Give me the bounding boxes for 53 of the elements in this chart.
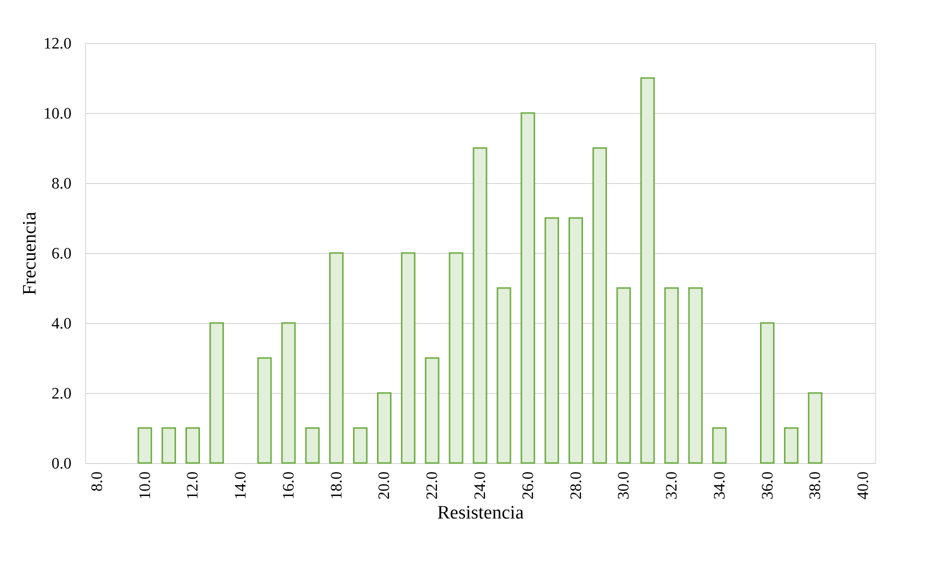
x-tick-label: 14.0	[232, 472, 250, 500]
bar	[568, 217, 584, 464]
bar	[472, 147, 488, 464]
x-tick-label: 32.0	[664, 472, 681, 500]
y-tick-label: 0.0	[52, 456, 72, 472]
bar	[209, 322, 224, 464]
bar	[784, 427, 798, 464]
bar	[400, 252, 416, 464]
y-tick-label: 10.0	[44, 106, 72, 122]
x-axis-title: Resistencia	[437, 502, 524, 524]
y-tick-label: 4.0	[52, 316, 72, 332]
bar	[496, 287, 512, 464]
x-tick-label: 8.0	[88, 472, 106, 492]
x-tick-label: 16.0	[280, 472, 298, 500]
bar	[544, 217, 560, 464]
x-tick-label: 40.0	[855, 472, 872, 500]
y-tick-label: 2.0	[52, 386, 72, 402]
x-tick-label: 24.0	[472, 472, 489, 500]
x-tick-label: 30.0	[616, 472, 633, 500]
bar	[376, 392, 392, 464]
bar	[688, 287, 703, 464]
bar	[185, 427, 200, 464]
y-tick-label: 8.0	[52, 176, 72, 192]
bar	[257, 357, 272, 464]
x-tick-label: 36.0	[759, 472, 776, 500]
x-tick-label: 28.0	[568, 472, 585, 500]
bar	[305, 427, 320, 464]
bar	[138, 427, 152, 464]
x-tick-label: 34.0	[711, 472, 728, 500]
bar	[281, 322, 296, 464]
y-axis-title: Frecuencia	[20, 211, 40, 296]
bar	[162, 427, 176, 464]
x-tick-label: 38.0	[807, 472, 824, 500]
bar	[592, 147, 607, 464]
x-tick-label: 12.0	[184, 472, 202, 500]
x-tick-label: 22.0	[424, 472, 442, 500]
y-tick-label: 12.0	[44, 36, 72, 52]
bar	[424, 357, 440, 464]
x-tick-label: 20.0	[376, 472, 394, 500]
bar	[760, 322, 775, 464]
x-tick-label: 18.0	[328, 472, 346, 500]
bar	[448, 252, 464, 464]
bar	[329, 252, 344, 464]
x-tick-label: 26.0	[520, 472, 537, 500]
bar	[640, 77, 655, 464]
y-tick-label: 6.0	[52, 246, 72, 262]
bar	[616, 287, 631, 464]
bar	[808, 392, 822, 464]
x-tick-label: 10.0	[136, 472, 154, 500]
bar	[353, 427, 368, 464]
bar	[712, 427, 727, 464]
bar	[664, 287, 679, 464]
bar	[520, 112, 536, 464]
